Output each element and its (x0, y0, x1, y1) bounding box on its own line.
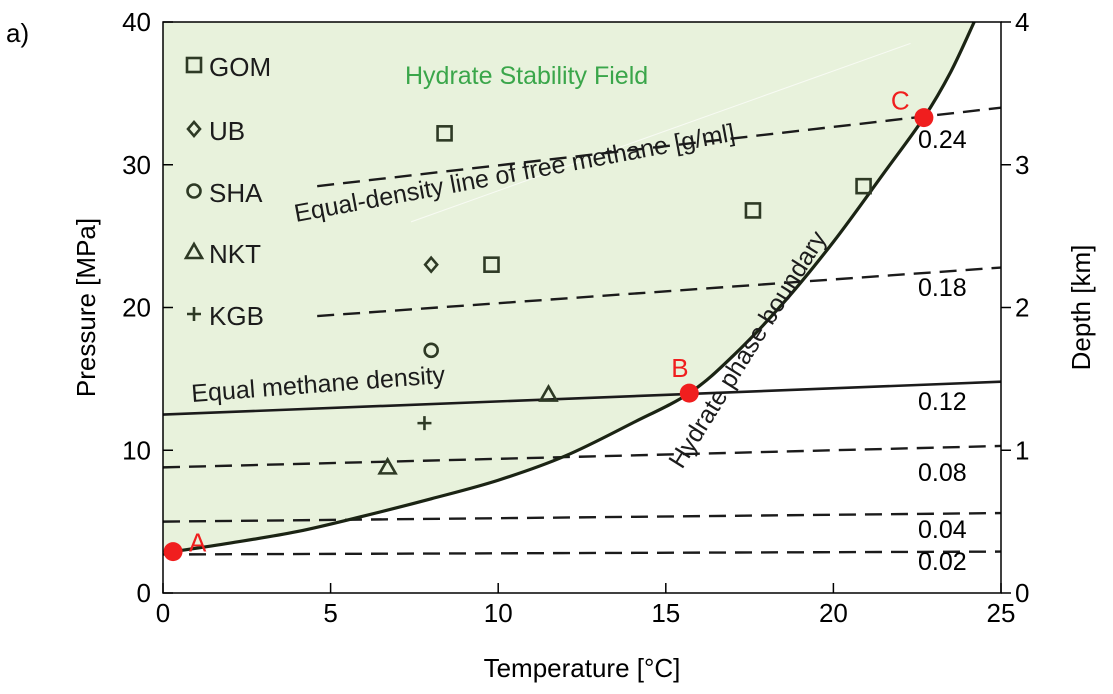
panel-label: a) (6, 18, 29, 48)
legend-label-kgb: KGB (209, 301, 264, 331)
marker-gom-0 (436, 125, 453, 142)
key-point-label-c: C (891, 86, 910, 116)
equal-methane-density-line (162, 380, 1002, 416)
y-axis-ticks: 0 10 20 30 40 (122, 7, 173, 608)
y-tick-label-30: 30 (122, 150, 151, 180)
marker-ub-0 (423, 255, 439, 274)
x-tick-label-15: 15 (651, 598, 680, 628)
plot-area: A B C 0.24 0.18 0.12 0.08 0.04 0.02 (162, 21, 1002, 576)
marker-sha-0 (423, 342, 439, 359)
stability-field-fill (163, 22, 975, 552)
legend: GOM UB SHA NKT KGB (183, 52, 271, 331)
y2-tick-label-1: 1 (1015, 435, 1029, 465)
x-tick-label-20: 20 (819, 598, 848, 628)
legend-marker-gom (185, 56, 203, 74)
marker-gom-1 (483, 256, 500, 273)
stability-field-label: Hydrate Stability Field (405, 62, 648, 90)
equal-density-lines (162, 106, 1002, 556)
density-label-0.12: 0.12 (918, 388, 967, 416)
y2-axis-label: Depth [km] (1066, 245, 1096, 371)
density-label-0.02: 0.02 (918, 548, 967, 576)
legend-marker-ub (186, 120, 202, 138)
equal-density-line-4 (162, 511, 1002, 523)
legend-marker-kgb (187, 307, 201, 321)
legend-marker-sha (186, 183, 202, 199)
y2-tick-label-2: 2 (1015, 293, 1029, 323)
marker-gom-2 (744, 202, 762, 219)
y-tick-label-20: 20 (122, 293, 151, 323)
marker-nkt-0 (377, 456, 398, 475)
equal-density-line-5 (162, 550, 1002, 556)
density-label-0.18: 0.18 (918, 274, 967, 302)
x-tick-label-10: 10 (484, 598, 513, 628)
density-label-0.24: 0.24 (918, 126, 967, 154)
equal-density-line-0 (317, 106, 1002, 188)
key-point-b (679, 383, 699, 403)
x-tick-label-0: 0 (156, 598, 170, 628)
equal-density-line-3 (162, 444, 1002, 469)
y-axis-label: Pressure [MPa] (71, 218, 101, 397)
legend-label-nkt: NKT (209, 239, 261, 269)
stability-field-edge (410, 42, 911, 223)
density-value-labels: 0.24 0.18 0.12 0.08 0.04 0.02 (918, 126, 967, 576)
legend-label-ub: UB (209, 116, 245, 146)
marker-nkt-1 (538, 383, 559, 402)
density-label-0.08: 0.08 (918, 459, 967, 487)
hydrate-phase-boundary-curve (172, 21, 976, 554)
legend-marker-nkt (183, 241, 205, 260)
y2-tick-label-4: 4 (1015, 7, 1029, 37)
equal-density-line-1 (317, 266, 1002, 318)
density-label-0.04: 0.04 (918, 516, 967, 544)
x-axis-label: Temperature [°C] (484, 653, 681, 683)
key-point-label-b: B (671, 353, 688, 383)
y-tick-label-0: 0 (137, 578, 151, 608)
axes: 0 5 10 15 20 25 0 10 20 30 40 0 1 2 3 4 (122, 7, 1029, 628)
key-points: A B C (163, 86, 934, 562)
y-tick-label-10: 10 (122, 435, 151, 465)
legend-label-gom: GOM (209, 52, 271, 82)
marker-gom-3 (855, 177, 872, 195)
y2-tick-label-0: 0 (1015, 578, 1029, 608)
key-point-a (163, 542, 183, 562)
legend-label-sha: SHA (209, 178, 263, 208)
y-tick-label-40: 40 (122, 7, 151, 37)
y2-tick-label-3: 3 (1015, 150, 1029, 180)
y2-axis-ticks: 0 1 2 3 4 (1001, 7, 1029, 608)
marker-kgb-0 (417, 416, 432, 431)
data-markers (377, 125, 872, 475)
x-axis-ticks: 0 5 10 15 20 25 (156, 583, 1016, 628)
key-point-label-a: A (189, 528, 207, 558)
x-tick-label-5: 5 (323, 598, 337, 628)
key-point-c (914, 108, 934, 128)
x-tick-label-25: 25 (987, 598, 1016, 628)
